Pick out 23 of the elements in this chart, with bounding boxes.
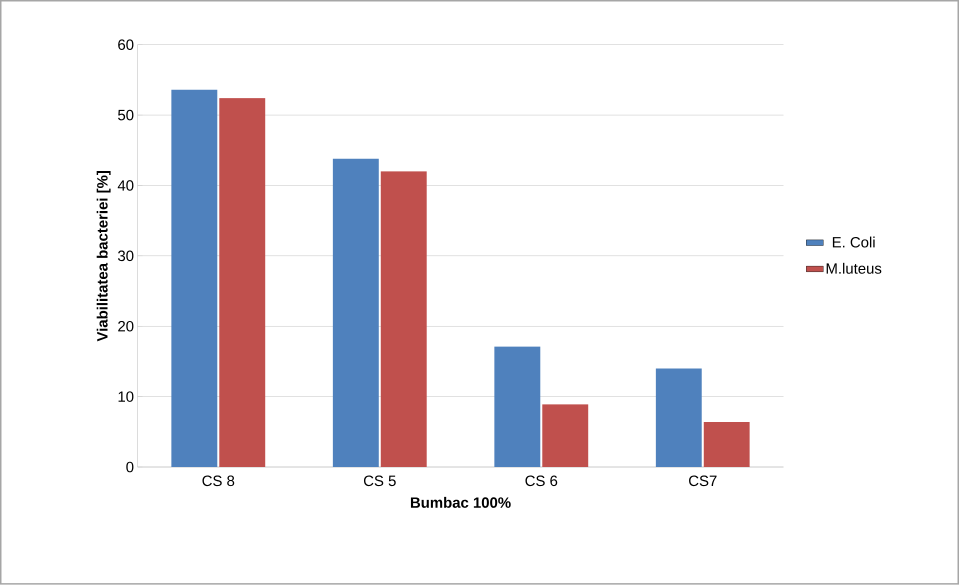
y-tick-label: 60	[118, 40, 134, 50]
y-axis-title: Viabilitatea bacteriei [%]	[96, 171, 111, 342]
x-tick-label: CS 6	[525, 476, 558, 486]
bar	[494, 346, 540, 468]
x-tick-label: CS 5	[364, 476, 396, 486]
bar	[219, 98, 266, 468]
bar	[380, 172, 427, 468]
bar	[332, 158, 379, 468]
y-tick-label: 20	[118, 321, 134, 332]
bar	[656, 368, 702, 468]
y-tick-label: 30	[118, 250, 134, 262]
y-tick-label: 0	[126, 462, 134, 472]
bar	[542, 404, 588, 468]
x-axis-title: Bumbac 100%	[410, 497, 511, 508]
bar	[704, 422, 750, 468]
legend-label: M.luteus	[826, 263, 882, 274]
y-tick-label: 40	[118, 180, 134, 191]
x-tick-label: CS7	[689, 476, 717, 486]
legend-label: E. Coli	[832, 236, 875, 248]
bar	[171, 90, 218, 468]
x-tick-label: CS 8	[202, 476, 234, 486]
y-tick-label: 50	[118, 110, 134, 121]
y-tick-label: 10	[118, 392, 134, 402]
